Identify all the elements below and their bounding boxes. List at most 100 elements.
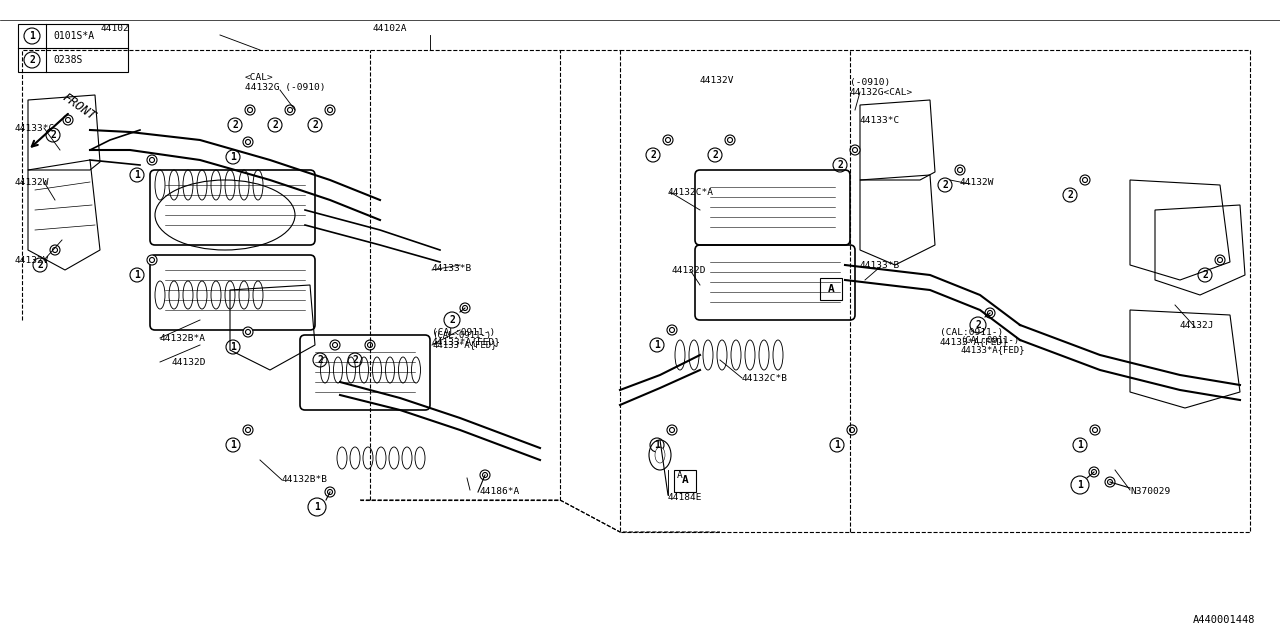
Circle shape	[666, 138, 671, 143]
Ellipse shape	[655, 447, 666, 463]
Text: 44132D: 44132D	[672, 266, 707, 275]
Text: 44132D: 44132D	[172, 358, 206, 367]
Text: 44132W: 44132W	[960, 177, 995, 186]
Circle shape	[150, 257, 155, 262]
Circle shape	[1092, 470, 1097, 474]
Text: 2: 2	[29, 55, 35, 65]
Circle shape	[147, 255, 157, 265]
Circle shape	[480, 470, 490, 480]
Text: (CAL:0911-): (CAL:0911-)	[960, 335, 1019, 344]
Text: 44133*A{FED}: 44133*A{FED}	[940, 337, 1009, 346]
Circle shape	[243, 425, 253, 435]
Circle shape	[850, 428, 855, 433]
Circle shape	[1080, 175, 1091, 185]
Circle shape	[462, 305, 467, 310]
Text: 44102: 44102	[101, 24, 129, 33]
Circle shape	[246, 428, 251, 433]
Circle shape	[850, 145, 860, 155]
Text: A: A	[828, 284, 835, 294]
Circle shape	[1217, 257, 1222, 262]
Circle shape	[63, 115, 73, 125]
Text: 0101S*A: 0101S*A	[52, 31, 95, 41]
Circle shape	[667, 325, 677, 335]
Text: 2: 2	[1068, 190, 1073, 200]
Text: 2: 2	[317, 355, 323, 365]
Circle shape	[367, 342, 372, 348]
Circle shape	[669, 328, 675, 333]
Text: 44132C*B: 44132C*B	[742, 374, 788, 383]
Circle shape	[330, 340, 340, 350]
Text: 1: 1	[134, 270, 140, 280]
Text: 0238S: 0238S	[52, 55, 82, 65]
Text: 1: 1	[654, 340, 660, 350]
Text: 1: 1	[835, 440, 840, 450]
Text: 2: 2	[1202, 270, 1208, 280]
Circle shape	[669, 428, 675, 433]
Circle shape	[328, 490, 333, 495]
Text: 44132W: 44132W	[15, 177, 50, 186]
Circle shape	[847, 425, 858, 435]
Text: 2: 2	[975, 320, 980, 330]
Text: FRONT: FRONT	[60, 91, 99, 123]
Text: 44186*A: 44186*A	[480, 488, 520, 497]
Circle shape	[243, 137, 253, 147]
Circle shape	[1215, 255, 1225, 265]
Text: (CAL:0911-): (CAL:0911-)	[940, 328, 1004, 337]
Text: A: A	[677, 470, 682, 479]
Text: 44133*A{FED}: 44133*A{FED}	[433, 337, 500, 346]
Text: 2: 2	[232, 120, 238, 130]
Circle shape	[724, 135, 735, 145]
Circle shape	[65, 118, 70, 122]
Text: 44132V: 44132V	[15, 255, 50, 264]
Circle shape	[986, 308, 995, 318]
Circle shape	[667, 425, 677, 435]
Circle shape	[285, 105, 294, 115]
Text: 2: 2	[312, 120, 317, 130]
Text: 44133*B: 44133*B	[433, 264, 472, 273]
Text: 1: 1	[29, 31, 35, 41]
Text: 44132G<CAL>: 44132G<CAL>	[850, 88, 913, 97]
Circle shape	[50, 245, 60, 255]
Text: <CAL>: <CAL>	[244, 72, 274, 81]
Circle shape	[150, 157, 155, 163]
Circle shape	[1093, 428, 1097, 433]
Circle shape	[727, 138, 732, 143]
Circle shape	[663, 135, 673, 145]
Bar	[18, 24, 128, 72]
Circle shape	[246, 140, 251, 145]
Text: 44132C*A: 44132C*A	[668, 188, 714, 196]
Text: 44102A: 44102A	[372, 24, 407, 33]
Text: 44133*B: 44133*B	[860, 260, 900, 269]
Text: A440001448: A440001448	[1193, 615, 1254, 625]
Circle shape	[333, 342, 338, 348]
Text: 2: 2	[273, 120, 278, 130]
Circle shape	[460, 303, 470, 313]
Text: 44132G (-0910): 44132G (-0910)	[244, 83, 325, 92]
Text: 1: 1	[654, 440, 660, 450]
Text: 44132J: 44132J	[1180, 321, 1215, 330]
Circle shape	[1083, 177, 1088, 182]
Text: 2: 2	[449, 315, 454, 325]
Circle shape	[1107, 479, 1112, 484]
Text: 1: 1	[230, 152, 236, 162]
Text: (CAL:0911-): (CAL:0911-)	[433, 328, 495, 337]
Circle shape	[955, 165, 965, 175]
Text: 1: 1	[134, 170, 140, 180]
Text: 1: 1	[230, 342, 236, 352]
Circle shape	[246, 330, 251, 335]
Circle shape	[1089, 467, 1100, 477]
Text: (CAL:0911-): (CAL:0911-)	[433, 330, 492, 339]
Bar	[820, 278, 842, 300]
Circle shape	[1091, 425, 1100, 435]
Circle shape	[483, 472, 488, 477]
Circle shape	[243, 327, 253, 337]
Circle shape	[325, 487, 335, 497]
Text: 44132B*A: 44132B*A	[160, 333, 206, 342]
Circle shape	[52, 248, 58, 253]
Text: 2: 2	[837, 160, 844, 170]
Text: 2: 2	[712, 150, 718, 160]
Text: 1: 1	[1076, 440, 1083, 450]
Circle shape	[852, 147, 858, 152]
Text: 44184E: 44184E	[668, 493, 703, 502]
Text: N370029: N370029	[1130, 488, 1170, 497]
